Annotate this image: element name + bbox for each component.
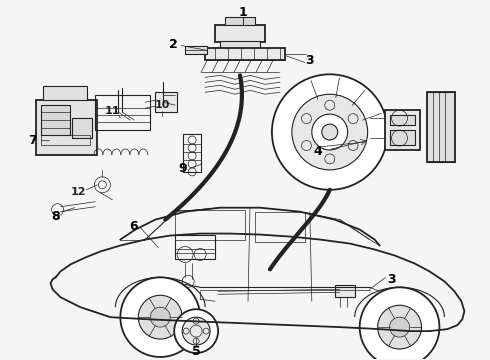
Bar [41,105,71,135]
Text: 3: 3 [387,273,396,286]
Text: 5: 5 [192,345,200,357]
Bar [41,135,91,145]
Bar [73,118,93,138]
Bar [185,46,207,54]
Bar [96,95,150,130]
Bar [155,92,177,112]
Bar [390,130,415,145]
Bar [385,110,419,150]
Bar [183,134,201,172]
Text: 3: 3 [305,54,314,67]
Text: 4: 4 [314,145,322,158]
Circle shape [272,74,388,190]
Text: 10: 10 [154,100,170,110]
Circle shape [312,114,348,150]
Bar [36,100,98,155]
Bar [43,86,87,100]
Text: 9: 9 [179,162,188,175]
Bar [175,210,245,239]
Circle shape [360,287,440,360]
Circle shape [121,277,200,357]
Text: 12: 12 [71,187,86,197]
Circle shape [182,317,210,345]
Text: 2: 2 [169,38,177,51]
Circle shape [322,124,338,140]
Bar [255,212,305,242]
Bar [335,285,355,297]
Bar [175,235,215,260]
Bar [390,115,415,125]
Circle shape [150,307,170,327]
Text: 1: 1 [239,6,247,19]
Circle shape [390,317,410,337]
Text: 8: 8 [51,210,60,223]
Circle shape [138,295,182,339]
Bar [427,92,455,162]
Circle shape [292,94,368,170]
Text: 7: 7 [28,134,37,147]
Text: 11: 11 [105,106,120,116]
Circle shape [174,309,218,353]
Bar [205,49,285,60]
Bar [225,17,255,24]
Bar [220,41,260,50]
Circle shape [378,305,421,349]
Text: 6: 6 [129,220,138,233]
Bar [215,24,265,42]
